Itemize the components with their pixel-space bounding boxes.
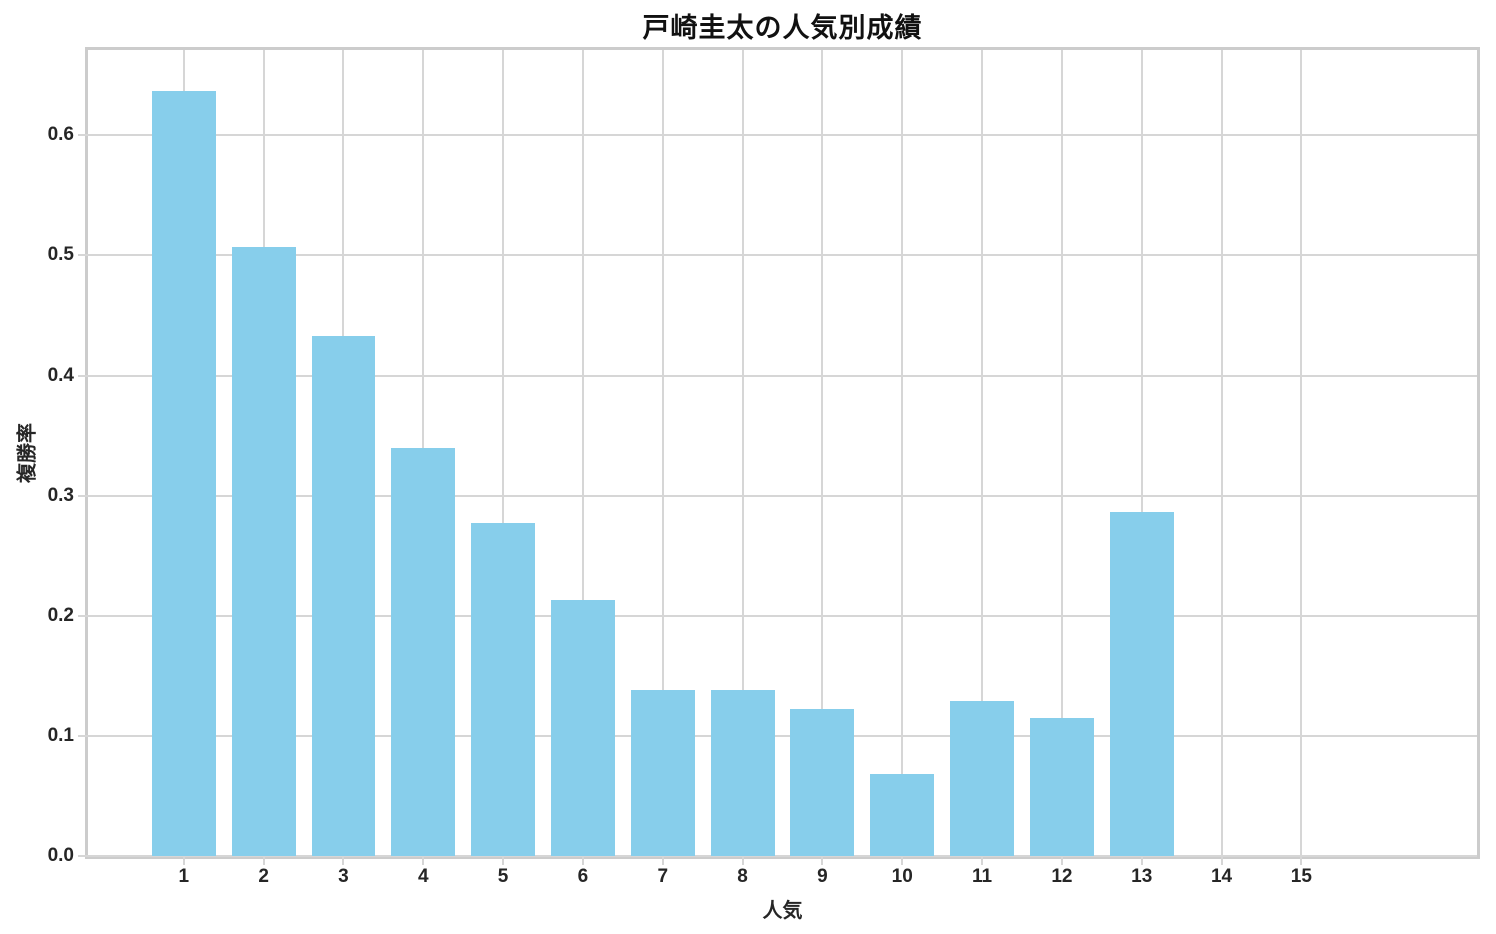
x-tick-label: 14 xyxy=(1210,866,1233,887)
y-tick-label: 0.4 xyxy=(47,364,74,386)
gridline-v xyxy=(741,50,744,865)
bar xyxy=(630,690,695,856)
x-tick-label: 1 xyxy=(178,866,190,887)
y-tick-label: 0.0 xyxy=(47,845,74,866)
gridline-h xyxy=(78,734,1477,737)
x-tick-label: 13 xyxy=(1131,866,1153,887)
x-tick-label: 4 xyxy=(417,866,429,887)
bar xyxy=(1109,512,1174,856)
gridline-v xyxy=(821,50,824,865)
gridline-h xyxy=(78,614,1477,617)
bar xyxy=(870,774,935,856)
bar xyxy=(231,247,296,856)
plot-area: 0.0 0.1 0.2 0.3 0.4 0.5 0.6 1 2 3 4 5 6 7 8 9 10 11 12 13 1… xyxy=(17,47,1480,922)
gridline-h xyxy=(78,134,1477,137)
gridline-v xyxy=(901,50,904,865)
bar xyxy=(311,335,376,856)
bar xyxy=(950,701,1014,856)
gridline-v xyxy=(502,50,505,865)
gridline-v xyxy=(1060,50,1063,865)
y-tick-label: 0.5 xyxy=(47,244,74,266)
y-axis-label: 複勝率 xyxy=(16,423,39,483)
x-tick-label: 3 xyxy=(338,866,349,887)
bar xyxy=(391,447,456,856)
x-tick-label: 5 xyxy=(497,866,509,887)
gridline-h xyxy=(78,374,1477,377)
y-tick-label: 0.6 xyxy=(47,124,74,146)
x-tick-label: 2 xyxy=(258,866,269,887)
bar xyxy=(471,523,536,856)
gridline-v xyxy=(981,50,984,865)
x-tick-label: 7 xyxy=(657,866,669,887)
y-tick-label: 0.3 xyxy=(47,484,74,506)
x-tick-label: 15 xyxy=(1290,866,1312,887)
x-tick-label: 11 xyxy=(972,866,993,887)
gridline-v xyxy=(581,50,584,865)
gridline-v xyxy=(661,50,664,865)
x-tick-label: 12 xyxy=(1051,866,1073,887)
x-axis-label: 人気 xyxy=(762,900,803,922)
gridline-h xyxy=(78,855,1477,857)
bar xyxy=(151,90,216,856)
gridline-h xyxy=(78,494,1477,497)
bar xyxy=(710,690,775,856)
y-tick-label: 0.2 xyxy=(47,604,74,626)
x-tick-label: 6 xyxy=(577,866,589,887)
gridline-v xyxy=(1140,50,1143,865)
bar xyxy=(790,709,855,856)
chart-title: 戸崎圭太の人気別成績 xyxy=(642,13,923,43)
x-tick-label: 9 xyxy=(817,866,828,887)
y-tick-label: 0.1 xyxy=(47,724,74,746)
gridline-v xyxy=(1300,50,1303,865)
gridline-v xyxy=(1220,50,1223,865)
x-tick-label: 10 xyxy=(891,866,913,887)
bar xyxy=(1029,717,1094,856)
x-tick-label: 8 xyxy=(737,866,748,887)
gridline-h xyxy=(78,254,1477,257)
bar xyxy=(551,600,615,856)
